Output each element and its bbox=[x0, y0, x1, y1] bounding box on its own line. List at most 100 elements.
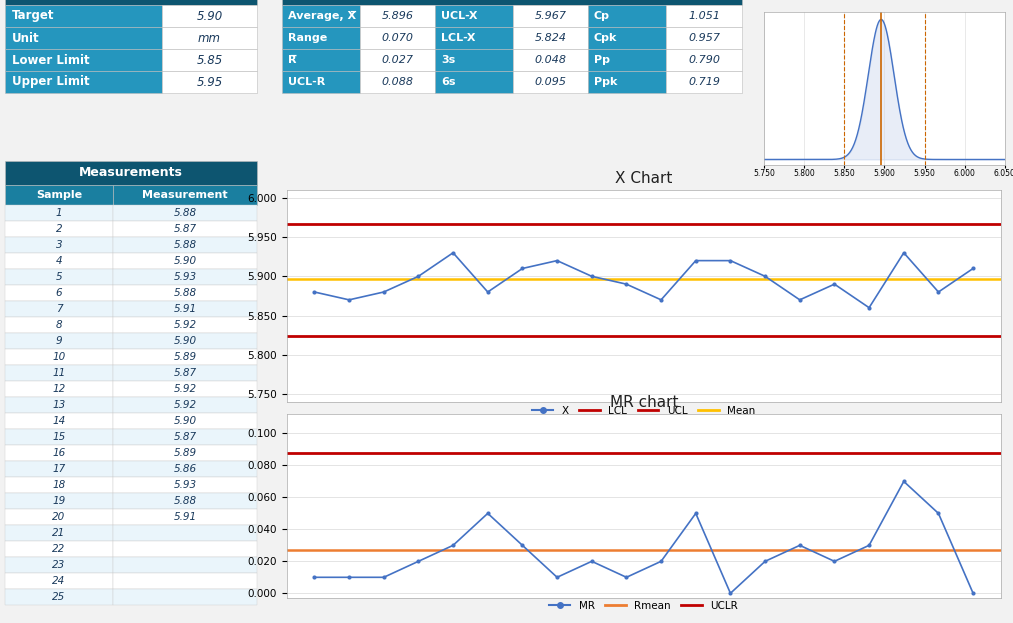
FancyBboxPatch shape bbox=[5, 5, 162, 27]
FancyBboxPatch shape bbox=[113, 493, 257, 509]
FancyBboxPatch shape bbox=[513, 5, 588, 27]
Text: 10: 10 bbox=[53, 352, 66, 362]
Text: 0.719: 0.719 bbox=[688, 77, 720, 87]
FancyBboxPatch shape bbox=[435, 71, 513, 93]
Text: 5.90: 5.90 bbox=[173, 416, 197, 426]
FancyBboxPatch shape bbox=[113, 333, 257, 349]
FancyBboxPatch shape bbox=[113, 253, 257, 269]
Text: 4: 4 bbox=[56, 256, 63, 266]
FancyBboxPatch shape bbox=[513, 71, 588, 93]
FancyBboxPatch shape bbox=[588, 71, 666, 93]
Text: Cp: Cp bbox=[594, 11, 610, 21]
Text: 5.87: 5.87 bbox=[173, 432, 197, 442]
Title: X Chart: X Chart bbox=[615, 171, 673, 186]
Text: 0.048: 0.048 bbox=[535, 55, 566, 65]
Text: 0.027: 0.027 bbox=[382, 55, 413, 65]
FancyBboxPatch shape bbox=[360, 5, 435, 27]
FancyBboxPatch shape bbox=[666, 71, 742, 93]
Text: 5.90: 5.90 bbox=[173, 336, 197, 346]
Text: Target: Target bbox=[12, 9, 55, 22]
Text: Unit: Unit bbox=[12, 32, 40, 44]
Text: 5.88: 5.88 bbox=[173, 240, 197, 250]
FancyBboxPatch shape bbox=[113, 285, 257, 301]
FancyBboxPatch shape bbox=[282, 49, 360, 71]
Text: UCL-R: UCL-R bbox=[288, 77, 325, 87]
FancyBboxPatch shape bbox=[5, 573, 113, 589]
FancyBboxPatch shape bbox=[5, 365, 113, 381]
FancyBboxPatch shape bbox=[588, 27, 666, 49]
Legend: MR, Rmean, UCLR: MR, Rmean, UCLR bbox=[545, 597, 743, 615]
FancyBboxPatch shape bbox=[5, 0, 257, 5]
FancyBboxPatch shape bbox=[5, 445, 113, 461]
FancyBboxPatch shape bbox=[5, 333, 113, 349]
FancyBboxPatch shape bbox=[113, 301, 257, 317]
Text: 8: 8 bbox=[56, 320, 63, 330]
FancyBboxPatch shape bbox=[113, 573, 257, 589]
Text: 0.088: 0.088 bbox=[382, 77, 413, 87]
Text: 5.87: 5.87 bbox=[173, 224, 197, 234]
Text: Ppk: Ppk bbox=[594, 77, 617, 87]
Text: 5.824: 5.824 bbox=[535, 33, 566, 43]
FancyBboxPatch shape bbox=[162, 27, 257, 49]
FancyBboxPatch shape bbox=[113, 365, 257, 381]
FancyBboxPatch shape bbox=[113, 509, 257, 525]
FancyBboxPatch shape bbox=[113, 413, 257, 429]
Text: Cpk: Cpk bbox=[594, 33, 617, 43]
Text: 0.790: 0.790 bbox=[688, 55, 720, 65]
FancyBboxPatch shape bbox=[5, 269, 113, 285]
FancyBboxPatch shape bbox=[588, 5, 666, 27]
FancyBboxPatch shape bbox=[5, 161, 257, 185]
Text: 6s: 6s bbox=[441, 77, 456, 87]
Text: LCL-X: LCL-X bbox=[441, 33, 475, 43]
FancyBboxPatch shape bbox=[113, 525, 257, 541]
Text: 5.89: 5.89 bbox=[173, 448, 197, 458]
Text: 5.92: 5.92 bbox=[173, 320, 197, 330]
Text: 5.85: 5.85 bbox=[197, 54, 223, 67]
FancyBboxPatch shape bbox=[435, 49, 513, 71]
FancyBboxPatch shape bbox=[5, 253, 113, 269]
Text: 13: 13 bbox=[53, 400, 66, 410]
Text: 5.86: 5.86 bbox=[173, 464, 197, 474]
FancyBboxPatch shape bbox=[113, 477, 257, 493]
Title: MR chart: MR chart bbox=[610, 396, 678, 411]
FancyBboxPatch shape bbox=[5, 317, 113, 333]
FancyBboxPatch shape bbox=[513, 27, 588, 49]
Text: 3: 3 bbox=[56, 240, 63, 250]
Text: 5: 5 bbox=[56, 272, 63, 282]
Text: 16: 16 bbox=[53, 448, 66, 458]
Text: 20: 20 bbox=[53, 512, 66, 522]
Text: 5.92: 5.92 bbox=[173, 400, 197, 410]
Text: 5.93: 5.93 bbox=[173, 272, 197, 282]
Text: 19: 19 bbox=[53, 496, 66, 506]
FancyBboxPatch shape bbox=[360, 27, 435, 49]
Text: Average, X̅: Average, X̅ bbox=[288, 11, 357, 21]
Text: 11: 11 bbox=[53, 368, 66, 378]
Text: 5.91: 5.91 bbox=[173, 304, 197, 314]
FancyBboxPatch shape bbox=[5, 477, 113, 493]
Text: 5.90: 5.90 bbox=[197, 9, 223, 22]
FancyBboxPatch shape bbox=[5, 509, 113, 525]
FancyBboxPatch shape bbox=[282, 0, 742, 5]
FancyBboxPatch shape bbox=[5, 221, 113, 237]
Text: 5.896: 5.896 bbox=[382, 11, 413, 21]
FancyBboxPatch shape bbox=[435, 27, 513, 49]
FancyBboxPatch shape bbox=[113, 185, 257, 205]
FancyBboxPatch shape bbox=[588, 49, 666, 71]
FancyBboxPatch shape bbox=[113, 221, 257, 237]
Text: 6: 6 bbox=[56, 288, 63, 298]
Text: 5.93: 5.93 bbox=[173, 480, 197, 490]
FancyBboxPatch shape bbox=[5, 589, 113, 605]
Text: 25: 25 bbox=[53, 592, 66, 602]
Text: 5.88: 5.88 bbox=[173, 496, 197, 506]
FancyBboxPatch shape bbox=[113, 317, 257, 333]
Text: 17: 17 bbox=[53, 464, 66, 474]
FancyBboxPatch shape bbox=[5, 461, 113, 477]
Text: 5.88: 5.88 bbox=[173, 288, 197, 298]
Text: 0.070: 0.070 bbox=[382, 33, 413, 43]
Text: 5.91: 5.91 bbox=[173, 512, 197, 522]
FancyBboxPatch shape bbox=[513, 49, 588, 71]
Text: 22: 22 bbox=[53, 544, 66, 554]
Text: 0.957: 0.957 bbox=[688, 33, 720, 43]
FancyBboxPatch shape bbox=[5, 349, 113, 365]
FancyBboxPatch shape bbox=[282, 71, 360, 93]
